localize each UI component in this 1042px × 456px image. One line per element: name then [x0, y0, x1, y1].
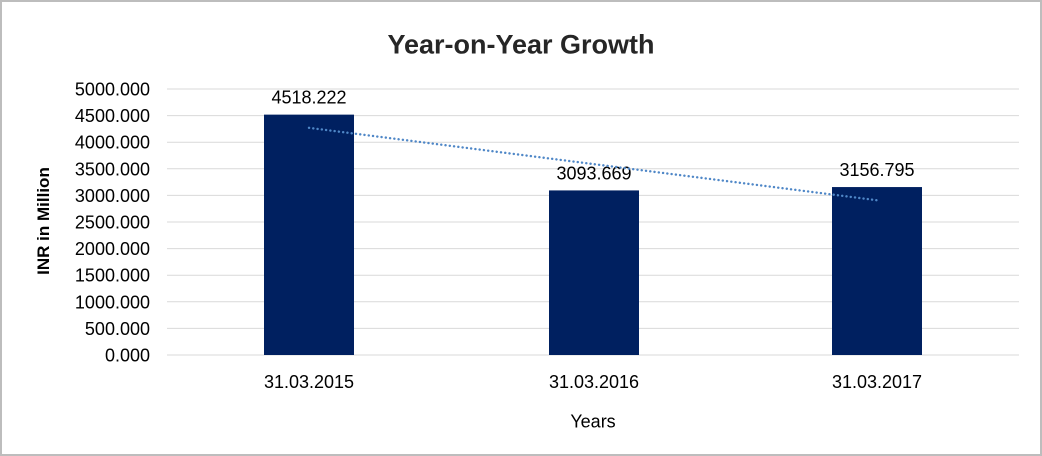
y-tick-label: 4000.000	[75, 133, 150, 153]
x-axis-title: Years	[570, 411, 616, 432]
y-tick-label: 4500.000	[75, 106, 150, 126]
y-tick-label: 3000.000	[75, 186, 150, 206]
chart-title: Year-on-Year Growth	[387, 29, 655, 60]
x-category-label: 31.03.2015	[264, 372, 354, 392]
bar	[832, 187, 922, 355]
y-tick-label: 500.000	[85, 319, 150, 339]
y-tick-label: 0.000	[105, 346, 150, 366]
x-category-label: 31.03.2017	[832, 372, 922, 392]
y-tick-label: 1000.000	[75, 292, 150, 312]
y-tick-label: 2500.000	[75, 213, 150, 233]
y-tick-label: 3500.000	[75, 159, 150, 179]
bar-data-label: 4518.222	[271, 88, 346, 108]
bar	[264, 114, 354, 356]
y-tick-label: 5000.000	[75, 80, 150, 100]
y-tick-label: 1500.000	[75, 266, 150, 286]
bar-data-label: 3093.669	[556, 163, 631, 183]
bar-data-label: 3156.795	[839, 160, 914, 180]
y-tick-label: 2000.000	[75, 239, 150, 259]
trendline	[307, 126, 879, 202]
x-category-label: 31.03.2016	[549, 372, 639, 392]
bar	[549, 190, 639, 355]
